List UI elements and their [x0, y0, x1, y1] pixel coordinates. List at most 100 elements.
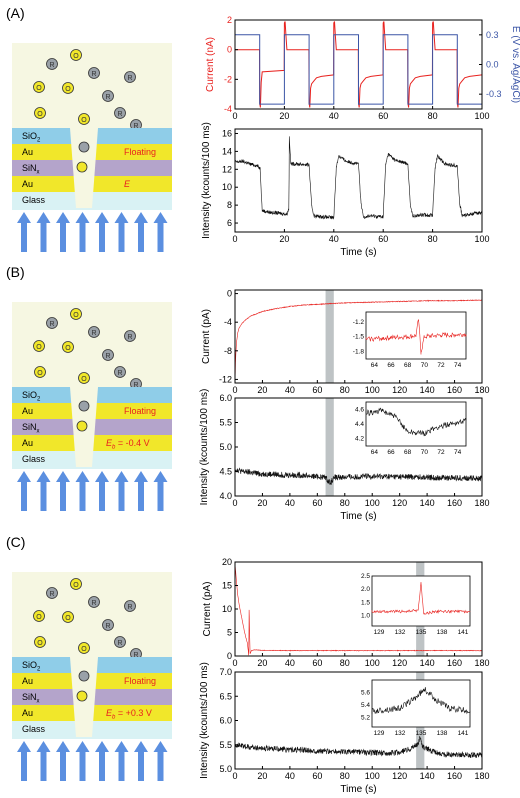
x-tick-label: 100 [365, 498, 380, 508]
reduced-molecule [114, 366, 126, 378]
x-tick-label: 20 [257, 498, 267, 508]
light-arrow [153, 212, 168, 252]
chart-1: 0 20 40 60 80 100 6 8 10 12 14 16 Time (s) Intensity … [201, 122, 490, 258]
reduced-molecule [88, 596, 100, 608]
light-arrow [134, 741, 148, 781]
light-arrow [56, 471, 70, 511]
x-tick-label: 0 [232, 111, 237, 121]
x-tick-label: 140 [420, 498, 435, 508]
molecule-label: O [37, 111, 43, 118]
y-tick-label: 10 [222, 604, 232, 614]
x-tick-label: 120 [392, 498, 407, 508]
molecule-label: O [65, 86, 71, 93]
x-tick-label: 100 [365, 658, 380, 668]
inset-line [365, 407, 467, 437]
inset-x-tick-label: 72 [437, 362, 445, 369]
molecule-label: O [81, 117, 87, 124]
oxidized-molecule [70, 308, 82, 320]
x-tick-label: 0 [232, 385, 237, 395]
y-tick-label: -8 [224, 346, 232, 356]
molecule-label: R [117, 111, 122, 118]
inset-x-tick-label: 70 [421, 362, 429, 369]
pore-molecule [78, 141, 90, 153]
y-tick-label: 7.0 [219, 667, 232, 677]
oxidized-molecule [34, 366, 46, 378]
y-tick-label: 12 [222, 164, 232, 174]
oxidized-molecule [78, 642, 90, 654]
inset-y-tick-label: 5.2 [361, 715, 370, 722]
molecule-label: R [133, 382, 138, 389]
x-tick-label: 40 [329, 111, 339, 121]
x-tick-label: 60 [312, 498, 322, 508]
molecule-label: R [127, 75, 132, 82]
y-tick-label: 15 [222, 581, 232, 591]
y-axis-label: Intensity (kcounts/100 ms) [201, 122, 212, 239]
reduced-molecule [88, 67, 100, 79]
reduced-molecule [124, 330, 136, 342]
y-axis-label: Current (nA) [205, 37, 216, 92]
y2-axis-label: E (V vs. Ag/AgCl) [510, 26, 520, 103]
chart-2: 0 20 40 60 80 100 120 140 160 180 -12 -8 -4 0 Current … [201, 289, 490, 395]
molecule-label: R [133, 652, 138, 659]
oxidized-molecule [34, 107, 46, 119]
inset-x-tick-label: 74 [454, 449, 462, 456]
x-tick-label: 60 [312, 385, 322, 395]
y2-tick-label: -0.3 [486, 89, 502, 99]
inset-x-tick-label: 72 [437, 449, 445, 456]
inset-y-tick-label: 1.5 [361, 599, 370, 606]
inset: 129 132 135 138 141 1.0 1.5 2.0 2.5 [361, 573, 471, 636]
inset-x-tick-label: 74 [454, 362, 462, 369]
reduced-molecule [88, 326, 100, 338]
molecule-label: R [105, 623, 110, 630]
chart-5: 0 20 40 60 80 100 120 140 160 180 5.0 5.5 6.0 6.5 7.0 T… [199, 662, 490, 795]
molecule-label: O [73, 312, 79, 319]
y-axis-label: Intensity (kcounts/100 ms) [199, 389, 210, 506]
x-tick-label: 80 [340, 498, 350, 508]
x-tick-label: 0 [232, 658, 237, 668]
y-axis-label: Current (pA) [202, 581, 213, 636]
light-arrow [75, 471, 90, 511]
pore-molecule [78, 400, 90, 412]
layer-label: SiO2 [22, 131, 41, 144]
molecule-label: R [49, 321, 54, 328]
inset: 64 66 68 70 72 74 -1.8 -1.5 -1.2 [353, 311, 467, 369]
y-axis-label: Current (pA) [201, 309, 212, 364]
x-tick-label: 120 [392, 658, 407, 668]
oxidized-molecule [33, 340, 45, 352]
highlight-band [325, 398, 334, 496]
molecule-label: R [127, 334, 132, 341]
x-tick-label: 20 [279, 234, 289, 244]
inset-y-tick-label: 5.4 [361, 702, 370, 709]
inset-x-tick-label: 129 [374, 629, 385, 636]
x-tick-label: 40 [285, 385, 295, 395]
molecule-label: R [117, 370, 122, 377]
y-tick-label: 0 [227, 45, 232, 55]
x-tick-label: 40 [285, 771, 295, 781]
x-tick-label: 140 [420, 771, 435, 781]
light-arrow [95, 212, 109, 252]
x-tick-label: 80 [340, 771, 350, 781]
x-axis-label: Time (s) [340, 784, 376, 795]
schematic-(B): R O R O O R R R O O R SiO2 Au SiNx Au Glass Floating Eb =… [12, 302, 172, 511]
oxidized-molecule [62, 341, 74, 353]
y-tick-label: 8 [227, 200, 232, 210]
reduced-molecule [102, 619, 114, 631]
inset-line [371, 581, 471, 615]
schematic-(A): R O R O O R R R O O R SiO2 Au SiNx Au Glass Floating E [12, 43, 172, 252]
x-tick-label: 60 [312, 771, 322, 781]
oxidized-molecule [70, 49, 82, 61]
top-electrode-label: Floating [124, 406, 156, 416]
x-tick-label: 180 [474, 385, 489, 395]
x-tick-label: 100 [365, 771, 380, 781]
inset-x-tick-label: 135 [416, 629, 427, 636]
x-tick-label: 140 [420, 658, 435, 668]
light-arrow [153, 741, 168, 781]
layer-label: Glass [22, 724, 46, 734]
reduced-molecule [46, 587, 58, 599]
y-tick-label: 2 [227, 15, 232, 25]
panel-label: (A) [6, 5, 25, 21]
pore-molecule [76, 690, 88, 702]
layer-label: SiNx [22, 692, 40, 705]
inset-x-tick-label: 66 [387, 449, 395, 456]
